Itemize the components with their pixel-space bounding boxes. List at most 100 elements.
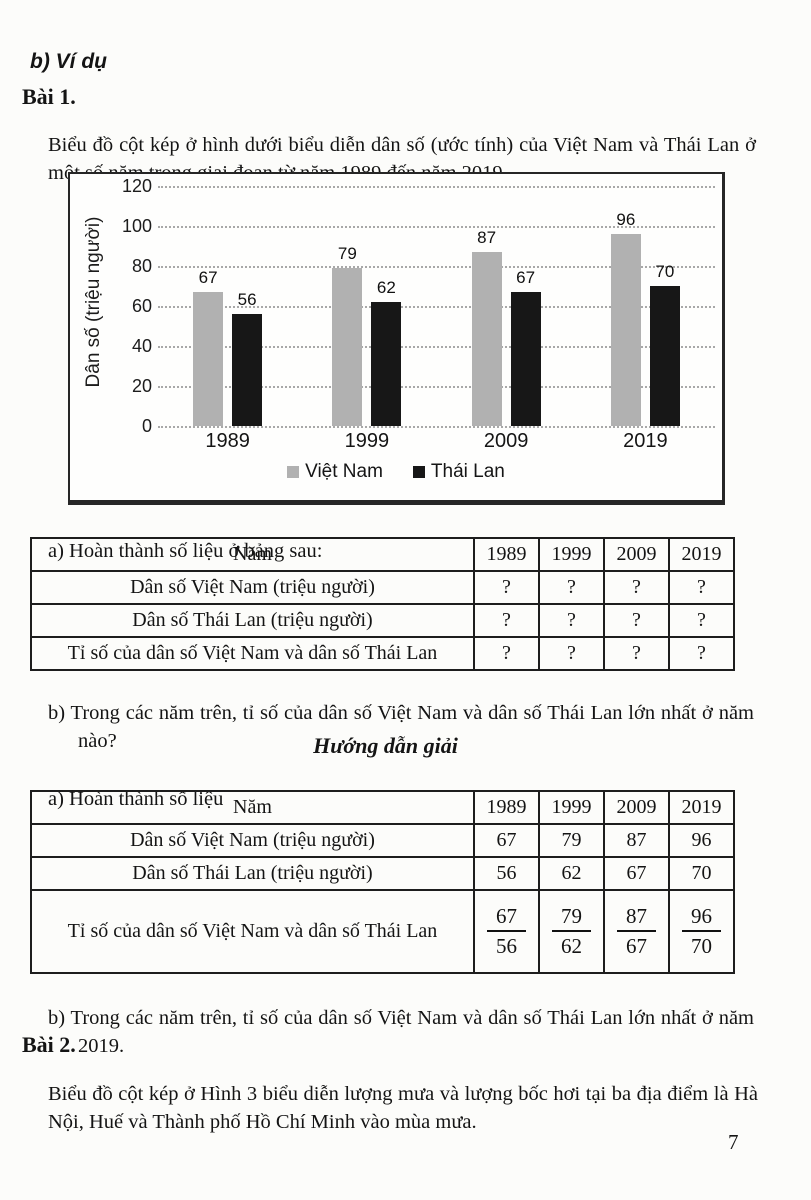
y-tick-label: 120 <box>121 176 152 196</box>
x-category-label: 1989 <box>205 430 250 452</box>
bar-Thái Lan-2009 <box>510 292 541 426</box>
value-cell: 79 <box>538 823 605 858</box>
bar-value-label: 67 <box>516 268 536 287</box>
table-row: Dân số Thái Lan (triệu người)???? <box>30 603 735 638</box>
value-cell: 70 <box>668 856 735 891</box>
table-header-row: Năm 1989 1999 2009 2019 <box>30 790 735 825</box>
value-cell: 67 <box>603 856 670 891</box>
row-label-cell: Dân số Thái Lan (triệu người) <box>30 856 475 891</box>
y-tick-label: 60 <box>131 296 152 316</box>
bar-Việt Nam-2009 <box>471 252 502 426</box>
bar-Thái Lan-1999 <box>371 302 402 426</box>
fraction: 79 62 <box>552 904 591 958</box>
part-b-question: b) Trong các năm trên, tỉ số của dân số … <box>48 701 754 752</box>
table-header-cell: 2009 <box>603 790 670 825</box>
population-bar-chart: Dân số (triệu người) 0 20 40 60 80 100 120 67 5… <box>68 172 725 505</box>
value-cell: ? <box>668 636 735 671</box>
value-cell: ? <box>538 603 605 638</box>
bar-Thái Lan-2019 <box>649 286 680 426</box>
chart-y-axis-title: Dân số (triệu người) <box>83 216 104 388</box>
table-row: Dân số Thái Lan (triệu người) 56 62 67 70 <box>30 856 735 891</box>
value-cell: ? <box>538 570 605 605</box>
gridline-120 <box>158 186 715 188</box>
row-label-cell: Dân số Việt Nam (triệu người) <box>30 570 475 605</box>
solution-heading: Hướng dẫn giải <box>313 733 458 758</box>
table-row: Tỉ số của dân số Việt Nam và dân số Thái… <box>30 889 735 974</box>
bar-value-label: 87 <box>477 228 497 247</box>
bar-value-label: 96 <box>616 210 636 229</box>
chart-plot-area: 67 56 79 62 87 67 96 70 <box>158 186 715 428</box>
x-category-label: 2019 <box>623 430 668 452</box>
value-cell: ? <box>538 636 605 671</box>
problem-1-label: Bài 1. <box>22 84 76 109</box>
row-label-cell: Tỉ số của dân số Việt Nam và dân số Thái… <box>30 636 475 671</box>
table-header-row: Năm 1989 1999 2009 2019 <box>30 537 735 572</box>
bar-value-label: 56 <box>237 290 257 309</box>
bar-value-label: 62 <box>376 278 396 297</box>
question-data-table: Năm 1989 1999 2009 2019 Dân số Việt Nam (triệ… <box>30 537 735 671</box>
table-header-cell: 1989 <box>473 790 540 825</box>
legend-label: Việt Nam <box>305 461 383 482</box>
value-cell: ? <box>473 636 540 671</box>
value-cell: ? <box>668 570 735 605</box>
gridline-20 <box>158 386 715 388</box>
page-number: 7 <box>728 1130 739 1154</box>
gridline-80 <box>158 266 715 268</box>
problem-2-label: Bài 2. <box>22 1032 76 1057</box>
value-cell: 96 <box>668 823 735 858</box>
row-label-cell: Dân số Việt Nam (triệu người) <box>30 823 475 858</box>
y-tick-label: 0 <box>141 416 152 436</box>
ratio-cell: 67 56 <box>473 889 540 974</box>
table-header-cell: Năm <box>30 537 475 572</box>
value-cell: ? <box>668 603 735 638</box>
y-tick-label: 40 <box>131 336 152 356</box>
ratio-cell: 87 67 <box>603 889 670 974</box>
solution-data-table: Năm 1989 1999 2009 2019 Dân số Việt Nam (triệ… <box>30 790 735 974</box>
gridline-0 <box>158 426 715 428</box>
bar-value-label: 79 <box>337 244 357 263</box>
value-cell: ? <box>603 603 670 638</box>
chart-legend: Việt Nam Thái Lan <box>70 461 722 483</box>
bar-Việt Nam-1989 <box>193 292 224 426</box>
x-category-label: 1999 <box>344 430 390 452</box>
table-header-cell: 2019 <box>668 790 735 825</box>
table-row: Tỉ số của dân số Việt Nam và dân số Thái… <box>30 636 735 671</box>
row-label-cell: Dân số Thái Lan (triệu người) <box>30 603 475 638</box>
ratio-cell: 79 62 <box>538 889 605 974</box>
row-label-cell: Tỉ số của dân số Việt Nam và dân số Thái… <box>30 889 475 974</box>
table-header-cell: Năm <box>30 790 475 825</box>
gridline-60 <box>158 306 715 308</box>
fraction: 87 67 <box>617 904 656 958</box>
problem-2-intro: Biểu đồ cột kép ở Hình 3 biểu diễn lượng… <box>48 1082 758 1133</box>
table-header-cell: 2019 <box>668 537 735 572</box>
value-cell: 67 <box>473 823 540 858</box>
legend-item-Thái Lan: Thái Lan <box>412 461 505 483</box>
legend-label: Thái Lan <box>430 461 505 482</box>
x-category-label: 2009 <box>483 430 529 452</box>
value-cell: 87 <box>603 823 670 858</box>
value-cell: ? <box>603 570 670 605</box>
bar-Việt Nam-2019 <box>610 234 641 426</box>
value-cell: ? <box>473 570 540 605</box>
gridline-100 <box>158 226 715 228</box>
legend-swatch-icon <box>287 466 300 478</box>
y-tick-label: 80 <box>131 256 152 276</box>
table-header-cell: 2009 <box>603 537 670 572</box>
y-tick-label: 20 <box>131 376 152 396</box>
fraction: 96 70 <box>682 904 721 958</box>
gridline-40 <box>158 346 715 348</box>
value-cell: 62 <box>538 856 605 891</box>
bar-value-label: 70 <box>655 262 675 281</box>
bar-Thái Lan-1989 <box>232 314 263 426</box>
table-header-cell: 1989 <box>473 537 540 572</box>
value-cell: 56 <box>473 856 540 891</box>
value-cell: ? <box>603 636 670 671</box>
table-row: Dân số Việt Nam (triệu người)???? <box>30 570 735 605</box>
value-cell: ? <box>473 603 540 638</box>
bar-Việt Nam-1999 <box>332 268 363 426</box>
solution-part-b-answer: b) Trong các năm trên, tỉ số của dân số … <box>48 1006 754 1057</box>
legend-swatch-icon <box>412 466 425 478</box>
bar-value-label: 67 <box>198 268 218 287</box>
example-heading: b) Ví dụ <box>30 50 107 73</box>
